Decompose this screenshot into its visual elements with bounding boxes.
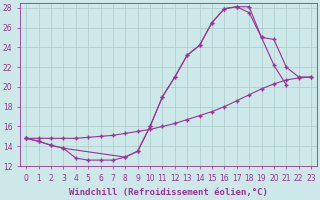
- X-axis label: Windchill (Refroidissement éolien,°C): Windchill (Refroidissement éolien,°C): [69, 188, 268, 197]
